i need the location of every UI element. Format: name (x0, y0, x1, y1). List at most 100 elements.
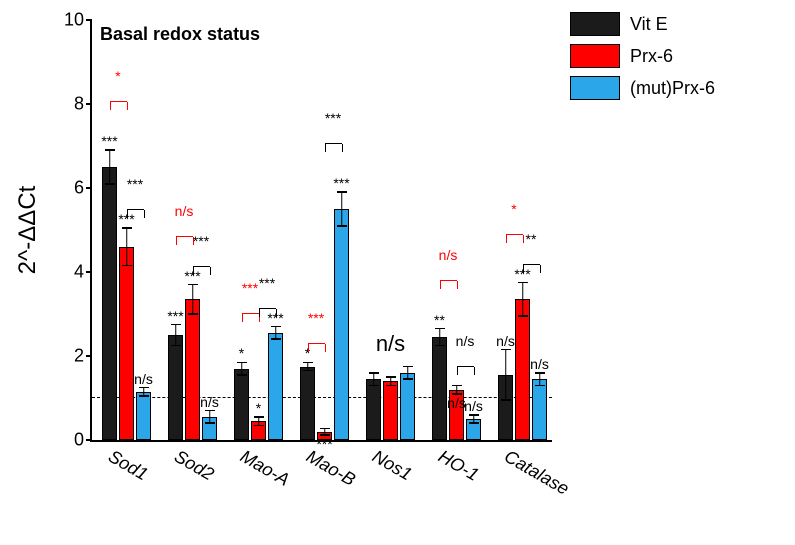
error-bar (275, 327, 277, 340)
legend-item: (mut)Prx-6 (570, 76, 715, 100)
comparison-bracket (110, 101, 127, 102)
legend-swatch (570, 44, 620, 68)
bracket-label: n/s (439, 247, 458, 263)
error-bar (109, 150, 111, 184)
reference-line (92, 397, 552, 398)
error-cap (435, 328, 445, 330)
error-cap (469, 414, 479, 416)
y-tick-label: 0 (74, 430, 84, 451)
bracket-drop (276, 309, 277, 317)
bar (366, 379, 381, 440)
bar (334, 209, 349, 440)
error-cap (105, 149, 115, 151)
chart-container: 2^-ΔΔCt Basal redox status 0246810Sod1**… (0, 0, 795, 545)
y-tick-label: 4 (74, 262, 84, 283)
error-cap (337, 225, 347, 227)
y-tick-mark (86, 187, 92, 189)
significance-label: n/s (530, 357, 549, 371)
y-tick-label: 8 (74, 94, 84, 115)
y-tick-mark (86, 103, 92, 105)
bracket-drop (127, 102, 128, 110)
bracket-drop (193, 267, 194, 275)
error-cap (188, 284, 198, 286)
error-bar (439, 329, 441, 346)
error-cap (237, 362, 247, 364)
y-tick-label: 2 (74, 346, 84, 367)
bar (185, 299, 200, 440)
error-cap (535, 385, 545, 387)
error-bar (341, 192, 343, 226)
legend-label: (mut)Prx-6 (630, 78, 715, 99)
legend-item: Vit E (570, 12, 715, 36)
bracket-label: * (115, 68, 120, 84)
bar (300, 367, 315, 441)
bracket-drop (540, 265, 541, 273)
bracket-drop (440, 281, 441, 289)
legend: Vit E Prx-6 (mut)Prx-6 (570, 12, 715, 108)
y-tick-mark (86, 355, 92, 357)
error-cap (386, 385, 396, 387)
bracket-drop (325, 344, 326, 352)
bracket-drop (176, 237, 177, 245)
bracket-drop (457, 281, 458, 289)
legend-swatch (570, 12, 620, 36)
bar (532, 379, 547, 440)
bracket-label: *** (308, 310, 324, 326)
comparison-bracket (308, 343, 325, 344)
bracket-drop (259, 309, 260, 317)
error-cap (518, 315, 528, 317)
comparison-bracket (176, 236, 193, 237)
bar (102, 167, 117, 440)
bracket-drop (506, 235, 507, 243)
y-tick-mark (86, 439, 92, 441)
x-tick-label: Mao-A (236, 446, 292, 491)
y-axis-label: 2^-ΔΔCt (14, 186, 42, 275)
bracket-drop (110, 102, 111, 110)
significance-label: *** (101, 134, 117, 148)
error-cap (369, 385, 379, 387)
error-cap (122, 227, 132, 229)
error-cap (188, 313, 198, 315)
comparison-bracket (506, 234, 523, 235)
significance-label: ** (434, 313, 445, 327)
error-bar (505, 350, 507, 400)
error-cap (452, 385, 462, 387)
legend-item: Prx-6 (570, 44, 715, 68)
error-cap (205, 410, 215, 412)
error-cap (403, 378, 413, 380)
error-cap (535, 372, 545, 374)
error-cap (139, 387, 149, 389)
error-cap (254, 416, 264, 418)
error-bar (192, 285, 194, 314)
bar (136, 392, 151, 440)
bracket-label: ** (526, 231, 537, 247)
error-cap (320, 428, 330, 430)
y-tick-mark (86, 19, 92, 21)
comparison-bracket (457, 366, 474, 367)
error-cap (122, 265, 132, 267)
x-tick-label: Nos1 (368, 446, 415, 485)
bar (119, 247, 134, 440)
error-cap (435, 345, 445, 347)
x-tick-label: Catalase (500, 446, 572, 500)
bar (168, 335, 183, 440)
significance-label: * (256, 401, 261, 415)
error-cap (386, 376, 396, 378)
significance-label: *** (333, 176, 349, 190)
significance-label: n/s (376, 333, 405, 355)
error-cap (171, 324, 181, 326)
comparison-bracket (242, 313, 259, 314)
bar (515, 299, 530, 440)
bracket-label: *** (259, 275, 275, 291)
bar (432, 337, 447, 440)
bracket-drop (474, 367, 475, 375)
y-tick-label: 6 (74, 178, 84, 199)
significance-label: * (239, 346, 244, 360)
chart-subtitle: Basal redox status (100, 24, 260, 45)
bracket-drop (325, 144, 326, 152)
error-cap (501, 349, 511, 351)
error-cap (469, 422, 479, 424)
error-bar (126, 228, 128, 266)
error-cap (205, 422, 215, 424)
comparison-bracket (440, 280, 457, 281)
